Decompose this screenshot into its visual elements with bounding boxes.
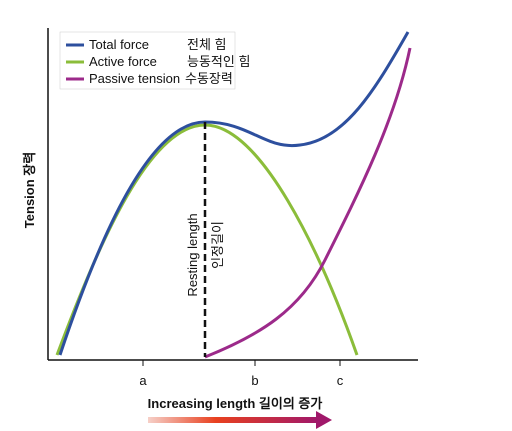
arrow-shaft — [148, 417, 318, 423]
legend-label: Total force — [89, 37, 149, 52]
legend-box — [59, 31, 236, 90]
legend-label-korean: 전체 힘 — [187, 37, 227, 52]
x-tick-label: a — [139, 373, 147, 388]
x-tick-label: b — [251, 373, 258, 388]
x-axis-label: Increasing length 길이의 증가 — [148, 396, 323, 411]
legend-label-korean: 수동장력 — [185, 71, 233, 86]
legend-label: Active force — [89, 54, 157, 69]
y-axis-label: Tension 장력 — [22, 152, 37, 228]
legend-label: Passive tension — [89, 71, 180, 86]
annotation: Resting length — [185, 213, 200, 296]
total-curve — [58, 31, 410, 356]
annotation-korean: 인정길이 — [210, 221, 225, 269]
arrow-head — [316, 411, 332, 429]
x-tick-label: c — [337, 373, 344, 388]
passive-curve — [204, 47, 412, 359]
legend-label-korean: 능동적인 힘 — [187, 54, 250, 69]
active-curve — [55, 123, 359, 356]
